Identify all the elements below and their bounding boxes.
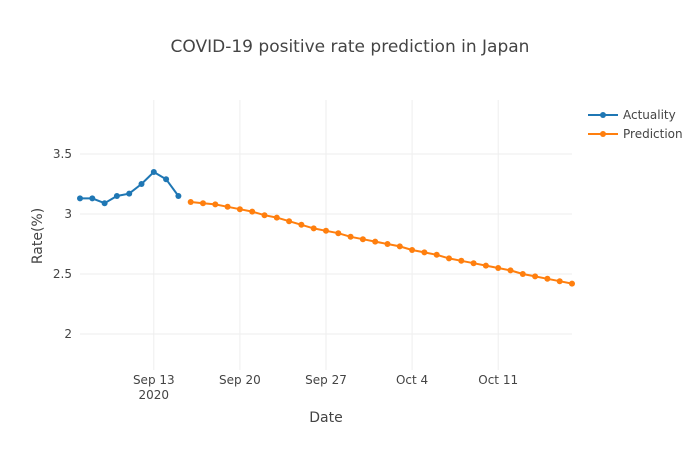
legend-label: Actuality [623,108,676,122]
data-point[interactable] [261,212,268,219]
legend[interactable]: Actuality Prediction [588,108,683,141]
series-actuality [77,169,182,207]
data-point[interactable] [384,241,391,247]
legend-item-prediction[interactable]: Prediction [588,127,683,141]
legend-marker [600,131,606,137]
data-point[interactable] [359,236,366,243]
y-tick-label: 3 [64,207,72,221]
data-point[interactable] [556,278,563,285]
data-point[interactable] [372,238,379,245]
data-point[interactable] [187,199,194,205]
data-point[interactable] [470,260,477,267]
data-point[interactable] [396,243,403,250]
data-point[interactable] [236,206,243,213]
data-point[interactable] [224,203,231,210]
x-tick-sublabel: 2020 [139,388,170,402]
data-point[interactable] [335,230,342,237]
data-point[interactable] [77,195,83,202]
x-tick-label: Sep 20 [219,373,261,387]
data-point[interactable] [249,208,256,215]
data-point[interactable] [446,255,452,262]
x-tick-label: Sep 27 [305,373,347,387]
legend-label: Prediction [623,127,683,141]
data-point[interactable] [200,200,206,207]
data-point[interactable] [126,190,133,197]
data-point[interactable] [298,221,305,228]
y-axis-ticks: 2 2.5 3 3.5 [53,147,72,341]
legend-marker [600,112,606,118]
y-tick-label: 3.5 [53,147,72,161]
data-point[interactable] [163,176,170,183]
data-point[interactable] [458,257,465,264]
x-tick-label: Oct 4 [396,373,428,387]
data-point[interactable] [519,271,526,277]
data-point[interactable] [138,181,145,187]
data-point[interactable] [175,193,182,199]
chart-title: COVID-19 positive rate prediction in Jap… [171,37,530,57]
x-axis-title: Date [309,410,342,426]
data-point[interactable] [544,275,551,282]
y-tick-label: 2 [64,327,72,341]
data-point[interactable] [101,200,108,207]
data-point[interactable] [113,193,120,199]
data-point[interactable] [507,267,514,274]
grid [80,100,572,370]
data-point[interactable] [286,218,293,225]
data-point[interactable] [421,249,428,256]
x-tick-label: Oct 11 [478,373,518,387]
data-point[interactable] [89,195,96,202]
data-point[interactable] [323,227,329,234]
legend-item-actuality[interactable]: Actuality [588,108,676,122]
y-tick-label: 2.5 [53,267,72,281]
data-point[interactable] [433,251,440,258]
series-prediction [187,199,575,287]
data-point[interactable] [347,233,354,240]
data-point[interactable] [150,169,157,175]
y-axis-title: Rate(%) [30,208,46,264]
x-tick-label: Sep 13 [133,373,175,387]
data-point[interactable] [409,247,416,253]
data-point[interactable] [532,273,539,280]
data-point[interactable] [569,280,575,287]
data-point[interactable] [212,201,219,208]
plot-area [77,169,575,287]
data-point[interactable] [495,265,502,271]
data-point[interactable] [482,262,489,269]
data-point[interactable] [310,225,317,232]
data-point[interactable] [273,214,280,221]
